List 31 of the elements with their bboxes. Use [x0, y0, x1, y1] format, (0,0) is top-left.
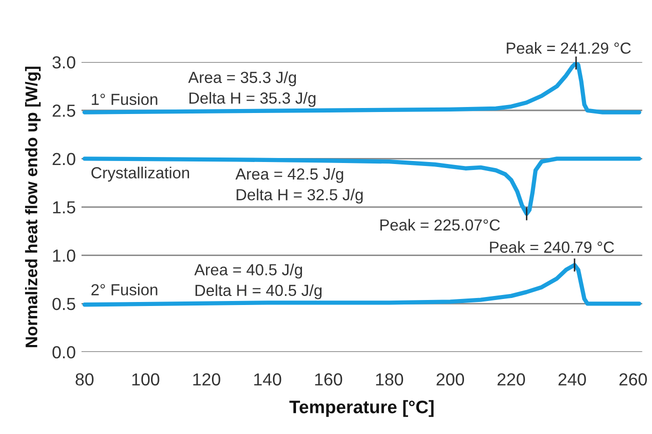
x-tick-label: 160: [315, 373, 342, 386]
y-tick-label: 3.0: [52, 56, 76, 69]
line-series: [82, 62, 642, 114]
x-tick-label: 260: [619, 373, 647, 386]
series-label: Crystallization: [91, 166, 190, 182]
annotation: Peak = 240.79 °C: [490, 241, 614, 253]
series-label: 2° Fusion: [91, 284, 158, 296]
x-tick-label: 140: [254, 373, 282, 386]
annotation: Area = 40.5 J/g Delta H = 40.5 J/g: [194, 264, 322, 300]
x-tick-label: 240: [558, 373, 586, 386]
x-tick-label: 200: [436, 373, 464, 386]
x-axis-title: Temperature [°C]: [289, 400, 434, 417]
x-tick-label: 100: [132, 373, 160, 386]
y-tick-label: 1.0: [53, 250, 76, 262]
line-series: [82, 262, 642, 307]
x-tick-label: 220: [498, 373, 525, 386]
series-label: 1° Fusion: [92, 93, 158, 106]
y-tick-label: 2.0: [52, 152, 76, 166]
y-axis-title: Normalized heat flow endo up [W/g]: [25, 66, 41, 348]
x-tick-label: 80: [76, 373, 94, 386]
y-tick-label: 2.5: [52, 104, 76, 117]
annotation: Area = 35.3 J/g Delta H = 35.3 J/g: [188, 71, 316, 107]
y-tick-label: 0.0: [52, 346, 76, 358]
x-tick-label: 120: [193, 373, 220, 386]
line-series: [82, 156, 642, 216]
annotation: Peak = 241.29 °C: [506, 42, 631, 54]
annotation: Peak = 225.07°C: [380, 218, 500, 231]
x-tick-label: 180: [376, 373, 404, 386]
y-tick-label: 0.5: [52, 298, 76, 310]
annotation: Area = 42.5 J/g Delta H = 32.5 J/g: [235, 168, 363, 204]
y-tick-label: 1.5: [53, 201, 76, 214]
